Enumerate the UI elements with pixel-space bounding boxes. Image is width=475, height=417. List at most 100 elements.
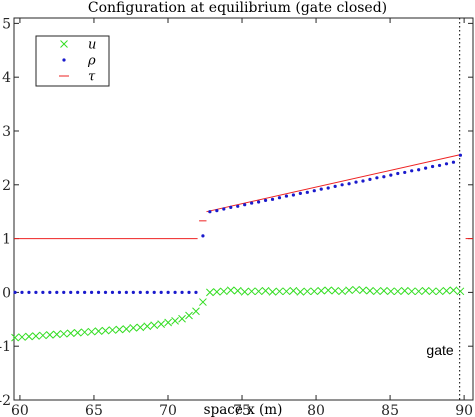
series-u-stroke xyxy=(393,287,402,296)
legend-label: τ xyxy=(88,70,96,85)
series-rho-point xyxy=(41,290,45,294)
series-u-point xyxy=(442,286,451,295)
series-u-stroke xyxy=(400,286,409,295)
series-rho-point xyxy=(243,203,247,207)
series-u-stroke xyxy=(366,286,374,295)
series-rho-point xyxy=(326,186,330,190)
series-u-point xyxy=(66,329,75,338)
series-u-stroke xyxy=(52,330,61,339)
series-u-stroke xyxy=(449,286,458,295)
series-rho-point xyxy=(284,194,289,198)
series-rho-point xyxy=(215,209,219,213)
series-u-stroke xyxy=(178,314,186,323)
series-u-stroke xyxy=(247,287,256,296)
series-u-point xyxy=(45,331,54,339)
series-u-stroke xyxy=(373,287,381,296)
series-rho-point xyxy=(76,290,80,294)
series-u-stroke xyxy=(268,288,277,296)
y-tick-label: 5 xyxy=(2,16,11,32)
series-rho-point xyxy=(96,290,101,294)
legend-marker-stroke xyxy=(60,40,68,48)
series-u-point xyxy=(414,287,423,296)
series-u-stroke xyxy=(345,286,353,295)
series-u-point xyxy=(421,286,430,295)
series-u-stroke xyxy=(129,324,138,332)
series-rho-point xyxy=(430,164,435,169)
axis-ticks: 60 65 70 75 80 85 90 -2 -1 0 1 2 3 4 5 xyxy=(0,16,473,417)
series-rho-point xyxy=(117,290,122,294)
series-rho-point xyxy=(444,162,449,166)
series-rho-point xyxy=(103,290,108,294)
series-rho-point xyxy=(138,290,142,294)
series-u-point xyxy=(373,287,381,296)
series-u-point xyxy=(449,286,458,295)
series-rho-point xyxy=(13,290,17,294)
series-rho-point xyxy=(312,189,316,193)
series-u-stroke xyxy=(164,318,172,327)
series-u-stroke xyxy=(386,287,395,296)
series-u-point xyxy=(331,286,340,295)
series-u-point xyxy=(268,288,277,296)
series-rho-point xyxy=(403,170,407,175)
series-u-point xyxy=(261,286,270,295)
series-rho-point xyxy=(437,163,442,168)
series-u-point xyxy=(59,329,68,338)
series-rho-point xyxy=(389,173,393,177)
series-rho-point xyxy=(263,198,268,202)
series-rho-point xyxy=(375,176,379,180)
series-rho-point xyxy=(166,290,170,294)
series-u-point xyxy=(407,287,416,296)
series-u-point xyxy=(393,287,402,296)
legend-marker-u xyxy=(60,40,68,48)
series-u-point xyxy=(94,327,103,335)
series-rho-point xyxy=(159,290,163,294)
series-u-point xyxy=(143,322,152,331)
series-u-point xyxy=(345,286,353,295)
series-u-point xyxy=(108,326,117,334)
series-u-stroke xyxy=(171,317,179,325)
series-u-point xyxy=(32,332,40,340)
series-rho-point xyxy=(131,290,135,294)
series-rho-point xyxy=(333,184,337,189)
series-u-stroke xyxy=(421,286,430,295)
series-u-stroke xyxy=(122,325,131,333)
series-u-stroke xyxy=(226,286,235,295)
series-u-stroke xyxy=(414,287,423,296)
series-u-point xyxy=(87,327,96,336)
series-u-stroke xyxy=(254,287,263,296)
x-axis-label: space x (m) xyxy=(204,402,283,417)
series-u-point xyxy=(52,330,61,339)
series-u-stroke xyxy=(407,287,416,296)
series-u-point xyxy=(150,321,159,330)
series-u-stroke xyxy=(101,326,110,335)
series-u-stroke xyxy=(18,333,26,341)
series-tau-segment xyxy=(206,154,461,213)
legend-box xyxy=(35,35,110,87)
series-u-point xyxy=(199,298,207,306)
series-rho-point xyxy=(257,200,261,204)
series-u-stroke xyxy=(310,287,319,296)
series-u-point xyxy=(289,286,298,295)
series-rho-point xyxy=(361,179,365,183)
y-tick-label: 0 xyxy=(2,285,11,301)
series-rho-point xyxy=(124,290,128,294)
series-u-point xyxy=(247,287,256,296)
series-u-stroke xyxy=(87,327,96,336)
series-u-point xyxy=(39,331,47,340)
series-u-stroke xyxy=(324,286,333,295)
series-u-stroke xyxy=(143,322,152,331)
series-layer xyxy=(11,153,473,342)
series-u-point xyxy=(206,288,214,297)
series-rho-point xyxy=(291,193,295,197)
series-u-stroke xyxy=(73,328,82,337)
series-u-stroke xyxy=(11,333,19,342)
series-rho-point xyxy=(110,290,115,294)
series-u-point xyxy=(400,286,409,295)
series-u-point xyxy=(185,311,193,320)
series-u-stroke xyxy=(157,320,166,328)
y-tick-label: -1 xyxy=(0,339,11,355)
series-u-point xyxy=(157,320,166,328)
series-rho-point xyxy=(298,191,302,195)
series-rho-point xyxy=(69,290,73,294)
